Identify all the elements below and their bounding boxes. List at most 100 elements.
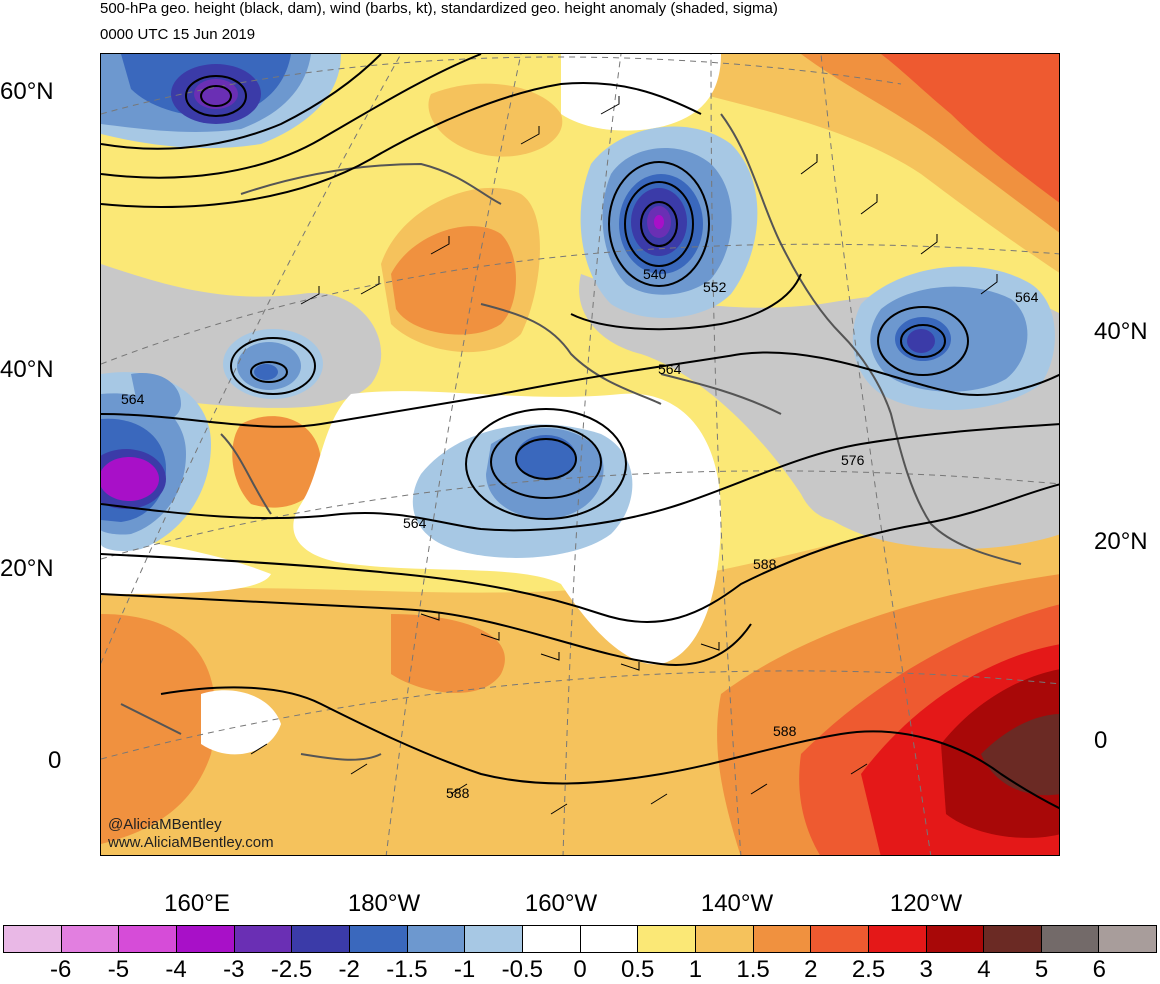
anomaly-area-subtropic [391, 614, 505, 693]
contour-nw-2 [101, 54, 482, 179]
wind-barbs-north [300, 96, 620, 305]
contour-label: 540 [643, 266, 667, 282]
map-valid-time: 0000 UTC 15 Jun 2019 [100, 26, 256, 43]
graticule-lon-180 [385, 54, 522, 855]
colorbar-swatch [580, 926, 639, 952]
credit-handle: @AliciaMBentley [108, 816, 222, 833]
lat-label-right: 0 [1094, 727, 1108, 754]
colorbar-swatch [638, 926, 696, 952]
colorbar-label: -2.5 [270, 956, 313, 983]
contour-label: 588 [753, 556, 777, 572]
neg-anomaly-west-5 [101, 457, 159, 501]
coastline-japan [220, 433, 272, 515]
colorbar-swatch [695, 926, 754, 952]
colorbar-labels: -6 -5 -4 -3 -2.5 -2 -1.5 -1 -0.5 0 0.5 1 1.5 2 2.5 3 4 5 6 [0, 956, 1160, 983]
wind-barbs [250, 96, 998, 815]
contour-low-nw-1 [185, 75, 247, 117]
contour-label: 552 [703, 279, 727, 295]
lon-label: 120°W [889, 890, 963, 917]
colorbar-label: -4 [165, 956, 187, 983]
neg-anomaly-nw-5 [194, 79, 238, 109]
graticule-lon-120w [820, 54, 932, 855]
colorbar-label: 5 [1034, 956, 1049, 983]
colorbar-label: -2 [338, 956, 360, 983]
contour-588-south [160, 686, 1059, 810]
lat-label-right: 20°N [1094, 528, 1148, 555]
anomaly-area-northeast-3 [881, 54, 1059, 203]
colorbar-swatch [753, 926, 812, 952]
contour-label: 564 [121, 391, 145, 407]
coastline-tropical-islands [120, 703, 382, 761]
colorbar-swatch [292, 926, 350, 952]
contour-label: 564 [658, 361, 682, 377]
colorbar-label: -1 [453, 956, 476, 983]
white-band-west [101, 534, 271, 594]
colorbar-swatch [1099, 926, 1157, 952]
wind-barbs-subtropical [420, 612, 720, 671]
contour-low-goa-1 [608, 161, 710, 287]
contour-label: 576 [841, 452, 865, 468]
anomaly-area-southeast-5 [981, 714, 1059, 796]
contour-label: 564 [1015, 289, 1039, 305]
contour-576 [101, 423, 1059, 532]
colorbar-swatch [119, 926, 177, 952]
colorbar-swatch [61, 926, 120, 952]
contour-label: 588 [446, 785, 470, 801]
contour-low-small-2 [250, 361, 288, 383]
lat-label-left: 20°N [0, 555, 54, 582]
neg-anomaly-west-6 [131, 373, 181, 424]
coastline-siberia [240, 162, 502, 205]
contour-low-goa-2 [624, 181, 694, 267]
lat-label-left: 60°N [0, 78, 54, 105]
colorbar-swatch [349, 926, 408, 952]
colorbar-swatch [1041, 926, 1100, 952]
wind-barbs-northeast [800, 154, 998, 295]
lon-label: 160°E [164, 890, 230, 917]
colorbar-label: -5 [107, 956, 130, 983]
colorbar-label: -1.5 [386, 956, 428, 983]
graticule-lat-40 [101, 243, 1059, 365]
white-area-north [561, 54, 721, 131]
gray-area-conus [791, 394, 1059, 549]
colorbar-swatch [926, 926, 985, 952]
graticule-lon-160w [562, 54, 622, 855]
contour-low-goa-3 [640, 201, 678, 247]
contour-low-cnp-3 [515, 438, 577, 480]
colorbar-swatch [176, 926, 235, 952]
colorbar-label: 4 [977, 956, 991, 983]
graticule-lon-140w [710, 54, 742, 855]
colorbar-swatch [811, 926, 869, 952]
map-panel: 564 540 552 564 564 564 576 588 588 588 [100, 53, 1060, 856]
colorbar-label: 2 [804, 956, 818, 983]
colorbar-label: 1 [688, 956, 703, 983]
coastline-aleutians [480, 303, 662, 405]
contour-low-cnp-2 [490, 425, 602, 499]
contour-588-north [101, 483, 1059, 623]
contour-low-cnp-1 [465, 408, 627, 520]
graticule-lat-20 [101, 470, 1059, 560]
lat-label-right: 40°N [1094, 318, 1148, 345]
contour-nw-1 [101, 54, 382, 150]
contour-nw-3 [101, 82, 702, 208]
contour-labels: 564 540 552 564 564 564 576 588 588 588 [121, 266, 1039, 801]
credit-url: www.AliciaMBentley.com [108, 834, 274, 851]
contour-low-small-1 [230, 337, 316, 395]
colorbar-swatch [407, 926, 466, 952]
lat-label-left: 40°N [0, 356, 54, 383]
lon-label: 180°W [347, 890, 421, 917]
graticule-lat-60 [101, 56, 902, 115]
anomaly-area-north-central-3 [428, 83, 563, 157]
colorbar-label: -3 [223, 956, 245, 983]
neg-anomaly-cnp-3 [516, 435, 576, 479]
contour-low-pnw-1 [877, 306, 969, 376]
colorbar-swatch [522, 926, 581, 952]
coastline-alaska-peninsula [660, 373, 782, 415]
height-contours [101, 54, 1059, 810]
colorbar-label: 6 [1092, 956, 1106, 983]
colorbar-label: 2.5 [851, 956, 886, 983]
colorbar-swatch [234, 926, 293, 952]
wind-barbs-tropical [250, 743, 868, 815]
coastlines [120, 113, 1022, 761]
colorbar-label: -0.5 [501, 956, 543, 983]
neg-anomaly-goa-6 [654, 215, 664, 229]
